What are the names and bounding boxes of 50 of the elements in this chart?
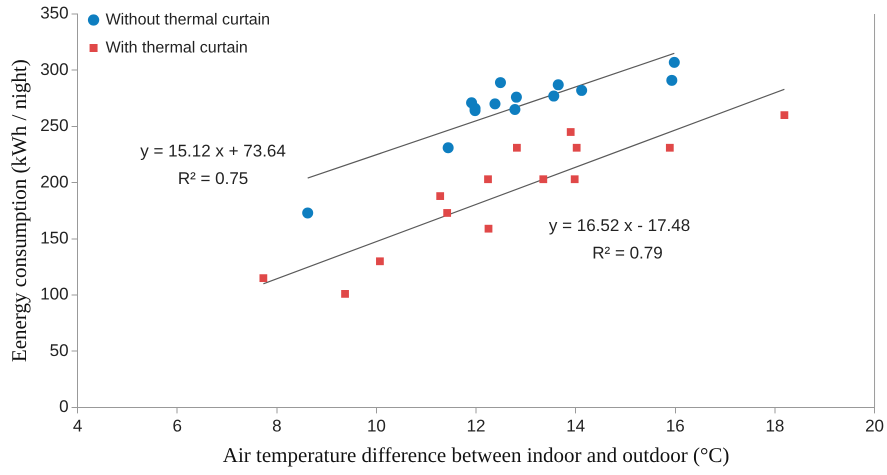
- x-tick-label: 14: [566, 416, 586, 436]
- point: [576, 84, 588, 96]
- point: [566, 128, 575, 136]
- point: [443, 209, 452, 217]
- y-tick-label: 150: [40, 228, 69, 248]
- point: [780, 111, 788, 120]
- point: [552, 79, 564, 90]
- x-tick-label: 8: [272, 416, 282, 436]
- point: [666, 74, 678, 86]
- x-tick-label: 4: [72, 416, 82, 436]
- y-tick-label: 100: [40, 284, 69, 304]
- point: [668, 56, 680, 68]
- point: [509, 104, 520, 116]
- annotation: y = 15.12 x + 73.64: [140, 141, 286, 160]
- y-tick-label: 250: [40, 116, 69, 136]
- point: [666, 144, 674, 152]
- y-tick-label: 0: [59, 397, 69, 416]
- point: [341, 290, 349, 298]
- annotation: y = 16.52 x - 17.48: [548, 216, 690, 236]
- y-tick-label: 200: [40, 172, 69, 192]
- point: [376, 257, 384, 266]
- point: [510, 92, 522, 103]
- x-tick-label: 18: [765, 416, 784, 436]
- point: [442, 142, 454, 154]
- point: [572, 144, 581, 152]
- annotation: R² = 0.75: [178, 168, 248, 188]
- y-tick-label: 350: [40, 4, 69, 23]
- point: [513, 144, 521, 152]
- point: [570, 175, 579, 184]
- point: [302, 207, 314, 218]
- x-tick-label: 6: [172, 416, 182, 436]
- annotation: R² = 0.79: [592, 244, 663, 263]
- x-tick-label: 20: [865, 416, 884, 436]
- point: [539, 175, 548, 184]
- legend-label: Without thermal curtain: [106, 11, 270, 28]
- point: [489, 98, 500, 110]
- y-tick-label: 50: [50, 340, 69, 360]
- legend-label: With thermal curtain: [106, 39, 248, 56]
- x-tick-label: 12: [466, 416, 486, 436]
- point: [436, 192, 444, 200]
- y-tick-label: 300: [40, 60, 69, 79]
- point: [259, 274, 268, 282]
- x-axis-title: Air temperature difference between indoor and outdoor (°C): [222, 442, 730, 467]
- y-axis-title: Eenergy consumption (kWh / night): [7, 59, 32, 362]
- point: [484, 175, 492, 184]
- point: [484, 224, 492, 233]
- point: [494, 77, 506, 88]
- point: [548, 90, 560, 102]
- x-tick-label: 16: [666, 416, 685, 436]
- x-tick-label: 10: [366, 416, 386, 436]
